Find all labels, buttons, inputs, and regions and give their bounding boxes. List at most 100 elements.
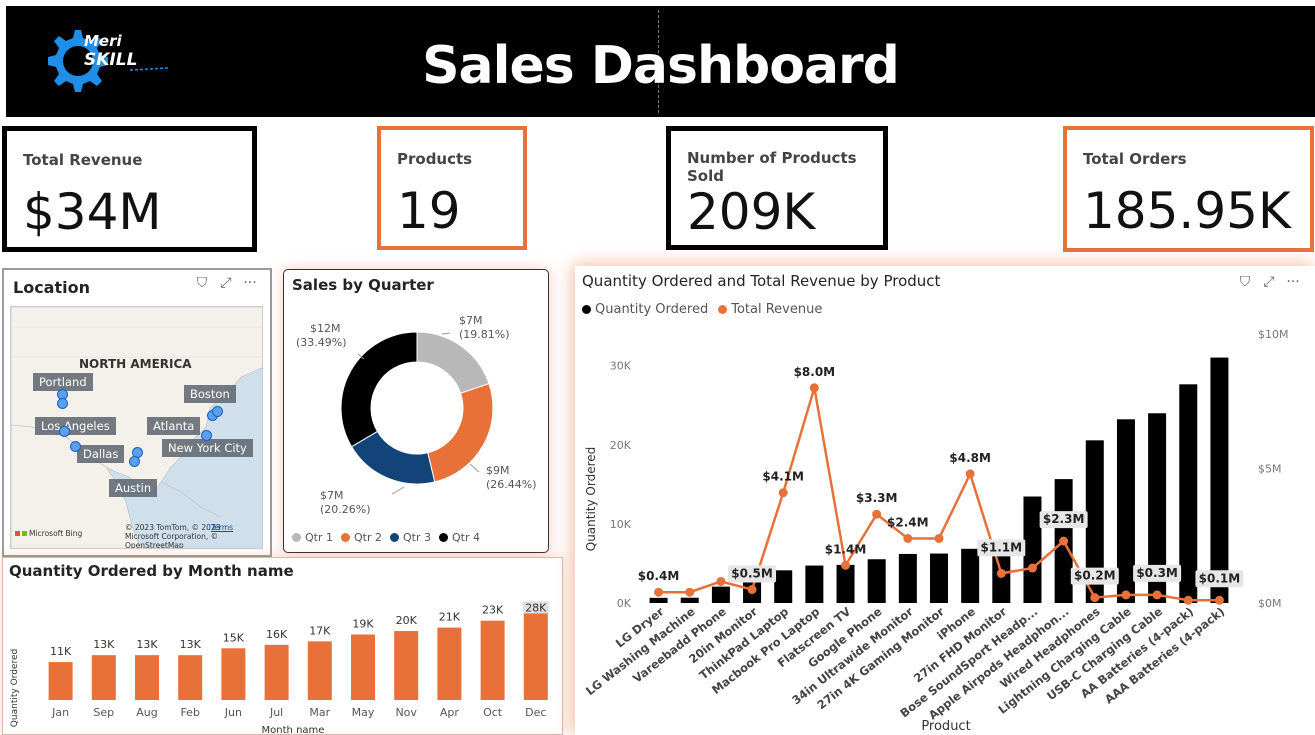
month-bar[interactable] (480, 620, 505, 700)
filter-icon[interactable]: ⛉ (1239, 274, 1251, 290)
more-options-icon[interactable]: ··· (1286, 274, 1300, 290)
x-tick-label: Nov (395, 706, 417, 719)
map-point[interactable] (129, 456, 140, 467)
revenue-point[interactable] (1214, 595, 1224, 605)
quantity-bar[interactable] (1023, 496, 1042, 603)
quantity-bar[interactable] (1179, 384, 1198, 603)
month-bar[interactable] (221, 648, 246, 700)
map-point[interactable] (70, 441, 81, 452)
month-bar[interactable] (178, 655, 203, 700)
meriskill-logo: Meri SKILL (40, 20, 180, 104)
revenue-point[interactable] (996, 568, 1006, 578)
kpi-value: 185.95K (1083, 182, 1291, 240)
revenue-point[interactable] (685, 587, 695, 597)
quantity-bar[interactable] (961, 548, 980, 603)
focus-mode-icon[interactable]: ⤢ (1263, 274, 1275, 290)
chart-legend: Quantity Ordered Total Revenue (582, 302, 822, 317)
month-bar[interactable] (91, 655, 116, 700)
revenue-point[interactable] (841, 560, 851, 570)
month-bar[interactable] (135, 655, 159, 700)
revenue-point[interactable] (809, 383, 819, 393)
x-tick-label: Sep (93, 706, 114, 719)
quantity-bar[interactable] (805, 565, 824, 603)
kpi-products[interactable]: Products 19 (377, 126, 527, 250)
donut-chart[interactable]: $7M (19.81%)$9M (26.44%)$7M (20.26%)$12M (33… (284, 294, 550, 534)
legend-item[interactable]: Qtr 2 (341, 531, 382, 544)
legend-item[interactable]: Qtr 4 (439, 531, 480, 544)
leader-line (391, 486, 405, 495)
legend-item[interactable]: Total Revenue (718, 302, 822, 317)
quantity-bar[interactable] (930, 553, 948, 603)
quantity-bar[interactable] (1085, 440, 1104, 603)
sales-by-quarter-panel[interactable]: Sales by Quarter $7M (19.81%) $9M (26.44%) $… (283, 269, 549, 553)
quantity-bar[interactable] (836, 564, 855, 603)
legend-swatch (439, 533, 448, 542)
month-bar[interactable] (307, 641, 332, 700)
revenue-data-label: $2.4M (887, 515, 929, 529)
more-options-icon[interactable]: ··· (243, 275, 257, 291)
map-canvas[interactable]: NORTH AMERICA Portland Boston Los Angele… (10, 306, 263, 549)
product-combo-panel[interactable]: Quantity Ordered and Total Revenue by Pr… (575, 266, 1315, 735)
map-point[interactable] (212, 406, 223, 417)
map-terms-link[interactable]: Terms (211, 523, 234, 532)
map-point[interactable] (57, 398, 68, 409)
x-tick-label: May (352, 706, 375, 719)
kpi-value: $34M (23, 183, 162, 241)
quantity-bar[interactable] (711, 586, 730, 603)
kpi-total-orders[interactable]: Total Orders 185.95K (1063, 126, 1314, 252)
revenue-data-label: $1.1M (981, 540, 1023, 554)
revenue-point[interactable] (1152, 590, 1162, 600)
revenue-point[interactable] (1027, 563, 1037, 573)
revenue-point[interactable] (1121, 590, 1131, 600)
legend-item[interactable]: Quantity Ordered (582, 302, 708, 317)
revenue-point[interactable] (1090, 593, 1100, 603)
revenue-point[interactable] (1059, 536, 1069, 546)
data-label-bg (1195, 570, 1244, 588)
map-point[interactable] (59, 426, 70, 437)
revenue-point[interactable] (1183, 595, 1193, 605)
filter-icon[interactable]: ⛉ (196, 275, 208, 291)
month-bar[interactable] (264, 644, 289, 700)
revenue-point[interactable] (747, 585, 757, 595)
quantity-bar[interactable] (649, 597, 668, 603)
legend-item[interactable]: Qtr 1 (292, 531, 333, 544)
x-axis-label: Month name (262, 725, 325, 734)
focus-mode-icon[interactable]: ⤢ (220, 275, 232, 291)
quantity-bar[interactable] (680, 597, 699, 603)
quantity-bar[interactable] (774, 570, 793, 603)
kpi-total-revenue[interactable]: Total Revenue $34M (2, 126, 257, 252)
revenue-point[interactable] (716, 576, 726, 586)
map-point[interactable] (201, 430, 212, 441)
quantity-bar[interactable] (1210, 357, 1229, 603)
x-tick-label: Mar (309, 706, 330, 719)
x-tick-label: Oct (483, 706, 503, 719)
qty-by-month-panel[interactable]: Quantity Ordered by Month name 11K Jan 13K… (2, 557, 563, 735)
donut-slice[interactable] (416, 331, 490, 394)
revenue-point[interactable] (654, 587, 664, 597)
legend-item[interactable]: Qtr 3 (390, 531, 431, 544)
revenue-point[interactable] (965, 469, 975, 479)
quantity-bar[interactable] (898, 553, 917, 603)
legend-label: Total Revenue (731, 302, 823, 317)
quantity-bar[interactable] (867, 559, 886, 603)
revenue-point[interactable] (903, 533, 913, 543)
quantity-bar[interactable] (1148, 413, 1167, 603)
donut-slice[interactable] (427, 383, 494, 483)
revenue-point[interactable] (934, 533, 944, 543)
donut-slice[interactable] (340, 331, 418, 448)
kpi-products-sold[interactable]: Number of Products Sold 209K (666, 126, 888, 250)
legend-swatch (390, 533, 399, 542)
month-bar[interactable] (394, 631, 419, 700)
month-bar[interactable] (437, 627, 462, 700)
month-bar[interactable] (351, 634, 375, 700)
month-bar[interactable] (523, 603, 548, 700)
revenue-point[interactable] (778, 488, 788, 498)
revenue-data-label: $0.2M (1074, 569, 1116, 583)
month-bar[interactable] (48, 662, 73, 700)
revenue-point[interactable] (872, 509, 882, 519)
quantity-bar[interactable] (1116, 419, 1135, 603)
month-bar-chart[interactable]: 11K Jan 13K Sep 13K Aug 13K Feb 15K Jun 16K Jul 17K M… (3, 584, 564, 734)
kpi-value: 209K (687, 183, 816, 241)
kpi-label: Total Revenue (23, 151, 143, 169)
